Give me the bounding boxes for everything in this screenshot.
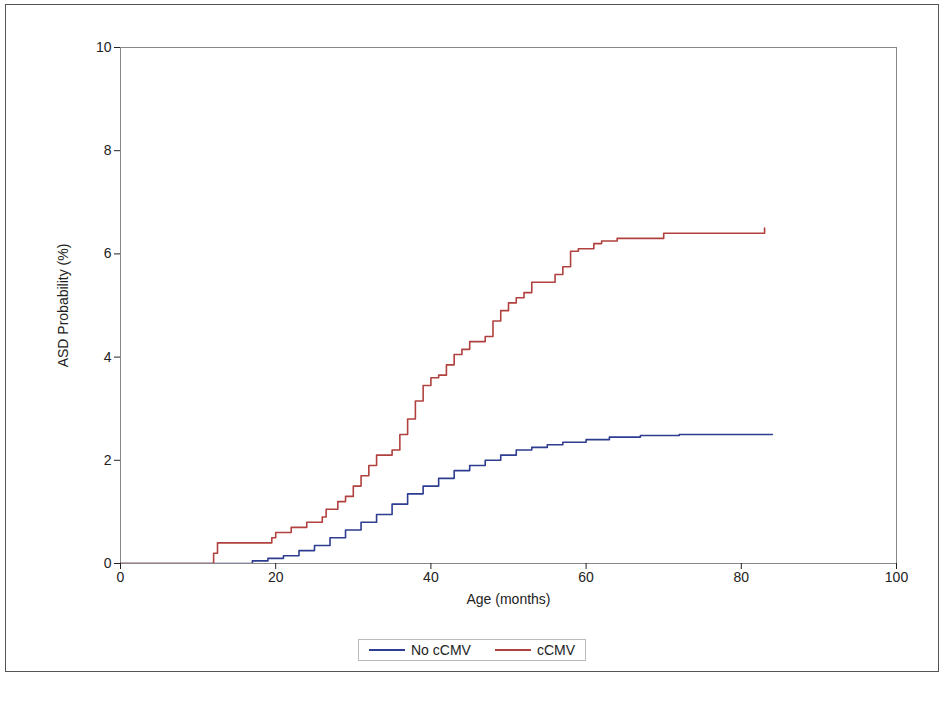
svg-text:Age (months): Age (months) (466, 591, 550, 607)
svg-text:4: 4 (104, 349, 112, 365)
svg-text:100: 100 (885, 569, 909, 585)
html-text:No cCMV: No cCMV (411, 642, 471, 658)
html-text:cCMV: cCMV (536, 642, 575, 658)
svg-text:0: 0 (117, 569, 125, 585)
svg-text:6: 6 (104, 245, 112, 261)
svg-text:0: 0 (104, 555, 112, 571)
svg-text:2: 2 (104, 452, 112, 468)
svg-text:10: 10 (96, 39, 112, 55)
svg-text:40: 40 (423, 569, 439, 585)
svg-text:8: 8 (104, 142, 112, 158)
svg-text:80: 80 (734, 569, 750, 585)
svg-text:60: 60 (578, 569, 594, 585)
svg-text:20: 20 (268, 569, 284, 585)
svg-text:ASD Probability (%): ASD Probability (%) (55, 244, 71, 368)
